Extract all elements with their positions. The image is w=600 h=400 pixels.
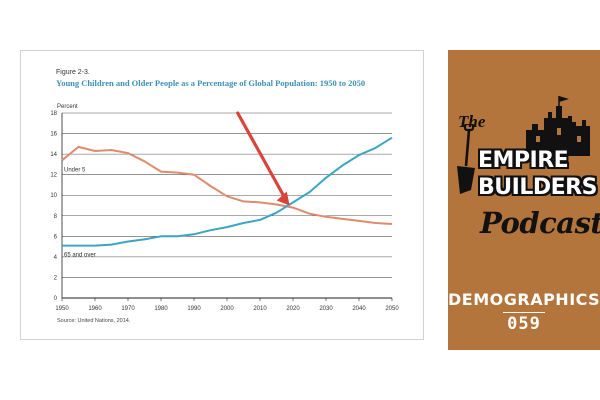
chart-svg: Percent 0 2 4 6 8 10 12 14 16 18 1950 1960 1970 1980 1…	[50, 104, 399, 312]
y-tick-label: 10	[50, 193, 57, 199]
x-tick-label: 2000	[220, 306, 234, 312]
annotation-arrow-head	[276, 191, 290, 206]
x-tick-label: 2050	[385, 306, 399, 312]
y-tick-label: 12	[50, 173, 57, 179]
y-tick-label: 16	[50, 132, 57, 138]
y-tick-label: 8	[54, 214, 58, 220]
grid-layer	[61, 112, 392, 299]
series-layer: Under 5 65 and over	[61, 136, 393, 259]
series-label: Under 5	[64, 167, 86, 173]
y-tick-label: 14	[50, 152, 57, 158]
series-label: 65 and over	[64, 253, 96, 259]
x-tick-label: 2030	[319, 306, 333, 312]
chart-title: Young Children and Older People as a Per…	[56, 78, 366, 88]
y-tick-label: 18	[50, 111, 57, 117]
x-tick-label: 2040	[352, 306, 366, 312]
brand-panel: The EMPIRE BUILDERS Podcast DEMOGRAPHICS…	[448, 50, 600, 350]
x-tick-label: 1950	[55, 306, 69, 312]
brand-episode-number: 059	[507, 314, 541, 334]
x-tick-label: 1990	[187, 306, 201, 312]
x-tick-label: 2010	[253, 306, 267, 312]
brand-divider	[503, 312, 545, 313]
x-tick-label: 1960	[88, 306, 102, 312]
figure-label: Figure 2-3.	[56, 69, 90, 76]
y-tick-label: 6	[54, 234, 58, 240]
y-tick-label: 2	[54, 275, 58, 281]
y-tick-label: 4	[54, 255, 58, 261]
brand-topic: DEMOGRAPHICS	[448, 290, 600, 309]
series-line-1	[62, 136, 393, 247]
y-tick-label: 0	[54, 296, 58, 302]
castle-icon	[526, 96, 590, 156]
y-axis-label: Percent	[57, 104, 78, 110]
annotation-arrow-shaft	[236, 111, 288, 202]
source-note: Source: United Nations, 2014.	[57, 318, 131, 324]
shovel-icon	[457, 124, 475, 194]
brand-empire-text: EMPIRE	[478, 148, 569, 173]
arrow-layer	[236, 111, 290, 206]
x-tick-label: 1970	[121, 306, 135, 312]
tick-layer: 0 2 4 6 8 10 12 14 16 18 1950 1960 1970 1980 1990 2000 2…	[50, 111, 399, 312]
x-tick-label: 2020	[286, 306, 300, 312]
brand-the-text: The	[458, 112, 486, 131]
x-tick-label: 1980	[154, 306, 168, 312]
brand-podcast-text: Podcast	[480, 206, 600, 240]
brand-builders-text: BUILDERS	[478, 175, 597, 200]
series-line-0	[61, 145, 393, 225]
